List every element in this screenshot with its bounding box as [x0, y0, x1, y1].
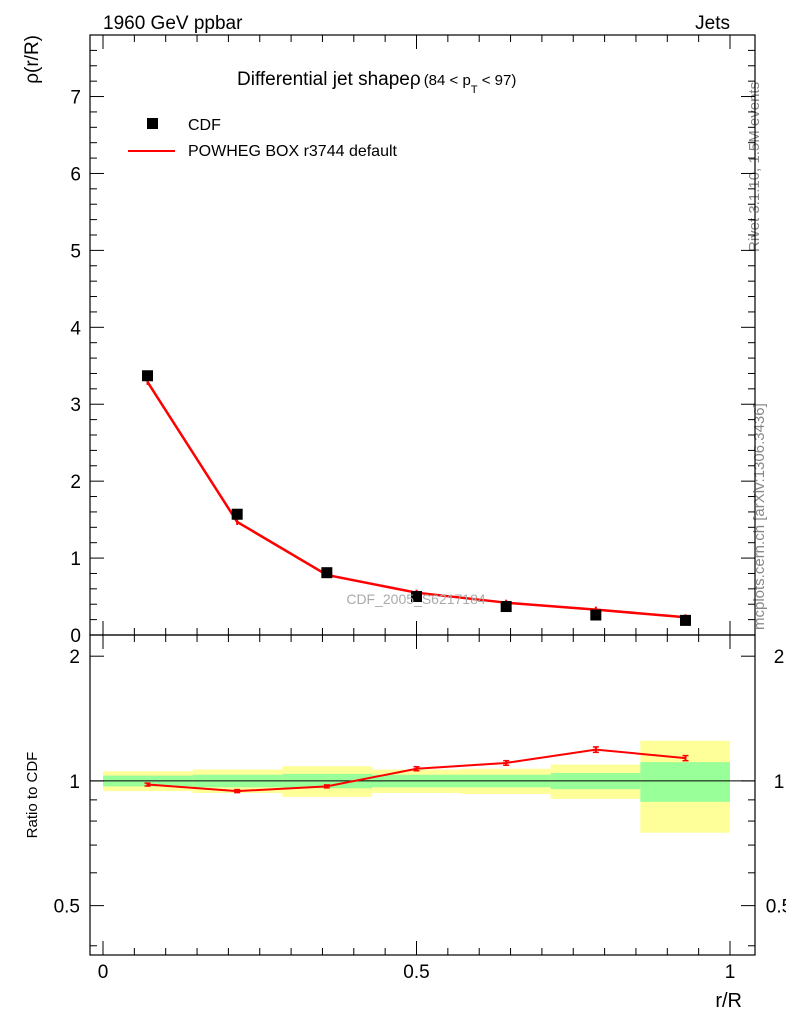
- cdf-point: [142, 370, 154, 382]
- main-panel: 0 1 2 3 4 5 6 7 Differential jet shapeρ (84 < pT…: [22, 34, 756, 647]
- powheg-line: [146, 381, 686, 619]
- cdf-point: [321, 567, 333, 579]
- ratio-y-tick-label-left: 2: [69, 647, 80, 668]
- main-title-subtext-end: < 97): [478, 72, 517, 89]
- ratio-uncertainty-bands: [103, 740, 730, 833]
- ratio-plot-frame: [89, 634, 756, 956]
- cdf-point: [500, 601, 512, 613]
- ratio-y-tick-label-left: 1: [69, 772, 80, 793]
- main-title: Differential jet shapeρ (84 < pT < 97): [237, 69, 516, 96]
- x-tick-label: 0: [98, 962, 109, 983]
- header-jets-label: Jets: [695, 13, 730, 34]
- x-tick-label: 0.5: [403, 962, 429, 983]
- ratio-panel: 0.5 0.5 1 1 2 2 0 0.5 1 Ratio to CDF r/R: [24, 634, 786, 1012]
- legend-powheg-label: POWHEG BOX r3744 default: [188, 143, 398, 160]
- legend: CDF POWHEG BOX r3744 default: [128, 117, 398, 160]
- main-y-tick-label: 2: [70, 472, 81, 493]
- cdf-point: [411, 591, 422, 603]
- main-axis-ticks: 0 1 2 3 4 5 6 7: [70, 34, 755, 647]
- ratio-y-tick-label-right: 2: [774, 647, 785, 668]
- ratio-y-tick-label-right: 1: [774, 772, 785, 793]
- main-y-tick-label: 6: [70, 164, 81, 185]
- side-mcplots-label: mcplots.cern.ch [arXiv:1306.3436]: [751, 403, 768, 630]
- watermark-label: CDF_2005_S6217184: [346, 591, 486, 607]
- main-y-tick-label: 3: [70, 395, 81, 416]
- main-data-marks: [142, 370, 691, 626]
- ratio-band-green: [640, 762, 730, 802]
- x-tick-label: 1: [725, 962, 736, 983]
- legend-cdf-marker: [147, 118, 158, 129]
- main-title-text: Differential jet shapeρ: [237, 69, 421, 90]
- cdf-point: [679, 614, 691, 626]
- ratio-y-axis-label: Ratio to CDF: [24, 752, 41, 839]
- main-y-tick-label: 0: [70, 626, 81, 647]
- main-y-tick-label: 5: [70, 241, 81, 262]
- main-y-tick-label: 4: [70, 318, 81, 339]
- header-energy-label: 1960 GeV ppbar: [103, 13, 243, 34]
- ratio-y-tick-label-right: 0.5: [766, 897, 786, 918]
- ratio-axis-ticks: 0.5 0.5 1 1 2 2 0 0.5 1: [54, 635, 786, 983]
- main-y-tick-label: 7: [70, 88, 81, 109]
- ratio-data-marks: [144, 746, 689, 794]
- x-axis-label: r/R: [715, 990, 742, 1012]
- cdf-point: [590, 609, 602, 621]
- main-y-tick-label: 1: [70, 549, 81, 570]
- ratio-y-tick-label-left: 0.5: [54, 897, 80, 918]
- main-y-axis-label: ρ(r/R): [22, 35, 43, 84]
- cdf-point: [231, 508, 243, 520]
- main-title-subscript: T: [471, 84, 478, 96]
- legend-cdf-label: CDF: [188, 117, 221, 134]
- main-title-subtext: (84 < p: [424, 72, 471, 89]
